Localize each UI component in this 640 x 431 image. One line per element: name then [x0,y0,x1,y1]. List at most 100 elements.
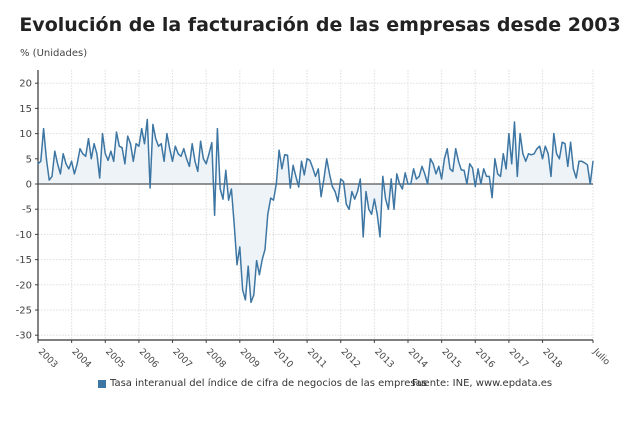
data-point [488,175,490,178]
data-point [474,185,476,188]
y-tick-label: 20 [19,79,32,90]
data-point [146,118,148,121]
data-point [71,160,73,162]
data-point [65,163,67,165]
data-point [135,143,137,145]
data-point [113,160,115,162]
y-tick-label: -25 [16,306,32,317]
data-point [497,173,499,175]
data-point [141,127,143,130]
data-point [211,142,213,144]
data-point [348,208,350,210]
data-point [267,213,269,215]
data-point [323,178,325,180]
legend-swatch [98,379,106,388]
data-point [328,173,331,175]
data-point [118,145,120,147]
data-point [441,178,443,180]
data-point [191,143,193,145]
data-point [225,169,227,171]
data-point [485,175,488,178]
data-point [581,160,583,162]
data-point [530,154,532,156]
data-point [57,163,59,165]
data-point [483,168,485,170]
data-point [401,188,403,190]
x-tick-label: 2004 [70,347,93,370]
data-point [370,213,373,215]
data-point [188,165,190,167]
x-tick-label: 2003 [36,347,59,370]
data-point [404,172,406,174]
data-point [171,160,174,162]
data-point [387,208,389,210]
data-point [511,163,513,165]
data-point [516,175,518,178]
data-point [244,299,247,301]
y-tick-label: -20 [16,280,32,291]
data-point [513,121,516,123]
x-tick-label: 2016 [473,347,496,370]
data-point [390,178,392,180]
data-point [90,158,92,160]
data-point [256,260,258,262]
data-point [421,165,423,167]
x-tick-label: 2013 [372,347,395,370]
data-point [544,145,546,147]
y-tick-label: -15 [16,255,32,266]
data-point [494,158,496,160]
x-tick-label: 2008 [204,347,227,370]
data-point [99,177,101,179]
data-point [550,175,552,178]
data-point [180,155,182,157]
data-point [446,148,448,150]
data-point [205,163,207,165]
data-point [443,158,446,160]
data-point [519,133,521,135]
source-note: Fuente: INE, www.epdata.es [412,378,553,389]
data-point [508,133,510,135]
data-point [213,214,216,216]
legend-label: Tasa interanual del índice de cifra de n… [110,378,427,389]
data-point [555,153,558,155]
data-point [413,168,415,170]
data-point [499,175,502,178]
data-point [398,183,401,185]
data-point [435,173,437,175]
data-point [87,138,90,140]
data-point [292,164,294,166]
y-tick-label: 10 [19,129,32,140]
data-point [564,143,566,145]
data-point [306,158,308,160]
data-point [236,264,238,266]
data-point [575,177,577,179]
data-point [376,213,378,215]
data-point [452,170,454,172]
data-point [138,145,140,147]
x-tick-label: 2012 [339,347,362,370]
data-point [85,155,87,157]
data-point [174,145,176,147]
data-point [270,197,272,199]
data-point [345,203,347,205]
data-point [149,187,151,189]
data-point [455,148,457,150]
data-point [527,153,530,155]
data-point [312,167,314,169]
data-point [359,178,361,180]
data-point [471,167,474,169]
data-point [239,246,241,248]
y-tick-label: 0 [26,180,32,191]
data-point [275,183,277,185]
data-point [457,160,460,162]
data-point [76,163,78,165]
data-point [382,175,384,178]
data-point [228,199,230,201]
data-point [183,148,185,150]
data-point [533,153,535,155]
data-point [589,183,591,185]
data-point [317,168,319,170]
data-point [101,133,104,135]
data-point [295,175,297,178]
data-point [157,145,160,147]
